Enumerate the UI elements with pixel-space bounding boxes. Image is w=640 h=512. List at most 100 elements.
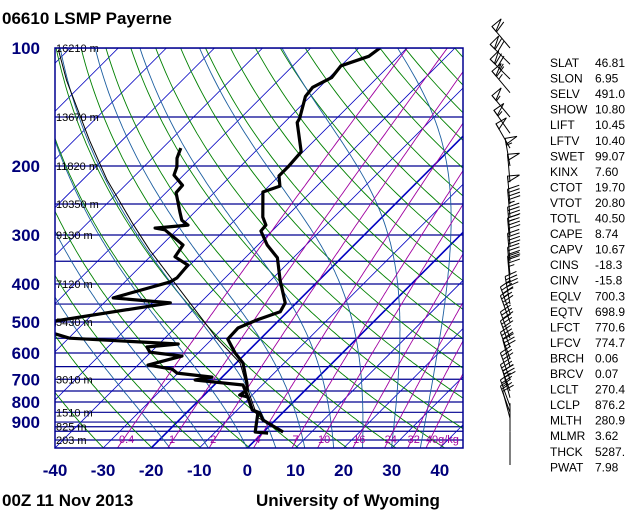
stat-label: CINV (550, 274, 579, 288)
barb-full (508, 220, 521, 226)
barb-full (504, 270, 517, 277)
station-title: 06610 LSMP Payerne (2, 9, 172, 28)
pressure-tick-label: 700 (12, 370, 40, 389)
moist-adiabat-line (55, 296, 171, 448)
wind-barbs (489, 18, 521, 465)
barb-half (508, 200, 515, 204)
barb-full (507, 188, 520, 194)
barb-staff (507, 256, 511, 285)
stat-row: KINX 7.60 (550, 165, 619, 179)
mixing-ratio-label: 1 (169, 434, 175, 446)
pressure-tick-label: 300 (12, 226, 40, 245)
wind-barb (493, 103, 511, 134)
isotherm-line (343, 328, 463, 448)
stat-value: 10.80 (595, 103, 625, 117)
temperature-tick-label: -20 (139, 461, 164, 480)
stat-label: CTOT (550, 180, 583, 194)
isotherm-line (55, 48, 167, 160)
stat-label: SELV (550, 87, 580, 101)
barb-full (502, 320, 514, 328)
stat-value: 10.40 (595, 134, 625, 148)
stat-value: 491.0 (595, 87, 625, 101)
stat-row: CAPE 8.74 (550, 227, 619, 241)
dry-adiabat-line (230, 48, 463, 310)
barb-full (503, 336, 515, 344)
wind-barb (499, 313, 514, 348)
stat-label: LFCT (550, 320, 581, 334)
barb-full (502, 311, 514, 319)
stat-value: 3.62 (595, 429, 619, 443)
barb-full (506, 277, 518, 284)
moist-adiabat-line (55, 230, 209, 448)
stat-value: 7.60 (595, 165, 619, 179)
wind-barb (507, 228, 521, 262)
barb-flag (489, 50, 500, 65)
wind-barb (491, 63, 511, 93)
dry-adiabat-line (55, 48, 348, 448)
moist-adiabat-line (281, 48, 401, 448)
barb-full (496, 66, 505, 77)
stat-row: THCK 5287. (550, 445, 625, 459)
wind-barb (489, 50, 511, 80)
barb-full (507, 232, 520, 238)
barb-flag (491, 63, 502, 77)
mixing-ratio-label: 7 (293, 434, 299, 446)
mixing-ratio-line (407, 339, 463, 448)
temperature-profile-line (226, 48, 381, 434)
barb-full (500, 288, 511, 297)
wind-barb (502, 384, 514, 419)
dry-adiabat-line (155, 48, 463, 399)
barb-half (506, 142, 513, 146)
stat-label: TOTL (550, 212, 581, 226)
barb-full (507, 202, 520, 208)
stat-value: 774.7 (595, 336, 625, 350)
temperature-tick-label: 0 (243, 461, 252, 480)
date-label: 00Z 11 Nov 2013 (2, 491, 133, 510)
stat-value: 5287. (595, 445, 625, 459)
barb-flag (507, 152, 520, 162)
isotherm-line (150, 135, 463, 448)
height-label: 3010 m (56, 374, 93, 386)
stat-value: 10.45 (595, 118, 625, 132)
temperature-tick-label: -10 (187, 461, 212, 480)
height-label: 11820 m (56, 161, 98, 173)
mixing-ratio-label: 24 (385, 434, 397, 446)
barb-full (507, 217, 520, 223)
barb-full (501, 316, 513, 325)
barb-full (501, 348, 513, 357)
moist-adiabat-line (94, 48, 306, 448)
stat-value: 876.2 (595, 398, 625, 412)
barb-full (506, 281, 519, 288)
barb-full (507, 213, 520, 219)
barb-full (502, 384, 514, 392)
stat-label: LIFT (550, 118, 575, 132)
isotherm-line (55, 48, 263, 257)
mixing-ratio-label: 32 (408, 434, 420, 446)
pressure-tick-label: 500 (12, 313, 40, 332)
temperature-tick-label: -30 (91, 461, 116, 480)
barb-full (508, 209, 521, 215)
stat-row: SWET 99.07 (550, 149, 625, 163)
wind-barb (499, 304, 514, 339)
barb-full (501, 375, 513, 384)
barb-flag (493, 103, 505, 117)
dry-adiabat-line (329, 48, 463, 197)
isotherm-line (55, 48, 311, 305)
parcel-profile-line (57, 49, 284, 433)
stat-label: THCK (550, 445, 583, 459)
barb-full (508, 224, 521, 230)
wind-barb (489, 35, 511, 65)
stat-row: CINV -15.8 (550, 274, 623, 288)
temperature-tick-label: 20 (334, 461, 353, 480)
barb-full (502, 364, 514, 372)
height-label: 7120 m (56, 279, 93, 291)
barb-full (507, 246, 520, 252)
stat-value: 270.4 (595, 383, 625, 397)
stat-row: BRCV 0.07 (550, 367, 619, 381)
mixing-ratio-line (352, 253, 463, 448)
stat-row: CTOT 19.70 (550, 180, 625, 194)
stat-value: 40.50 (595, 212, 625, 226)
barb-full (502, 294, 514, 303)
stat-row: LCLP 876.2 (550, 398, 625, 412)
barb-full (500, 304, 511, 313)
